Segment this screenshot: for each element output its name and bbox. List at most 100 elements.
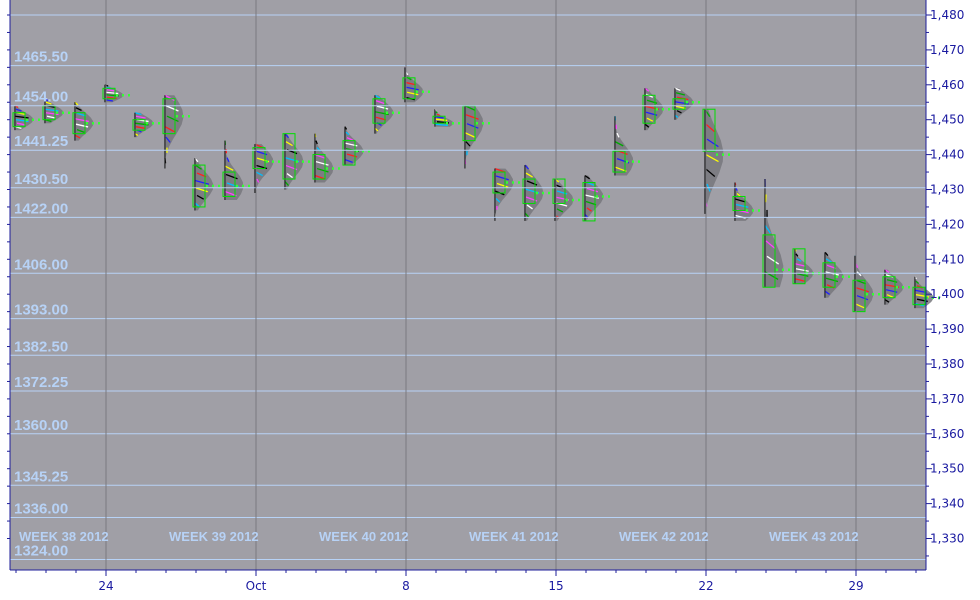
tpo-stroke [736, 192, 741, 197]
value-area-box [672, 98, 686, 110]
session-profile [432, 108, 460, 127]
profile-distribution [764, 179, 784, 288]
tpo-stroke [45, 101, 52, 105]
tpo-stroke [464, 132, 475, 138]
tpo-stroke [585, 200, 597, 206]
session-profile [852, 255, 880, 313]
tpo-stroke [525, 172, 533, 178]
week-label: WEEK 43 2012 [769, 529, 859, 544]
x-tick-label: 15 [548, 579, 563, 593]
value-area-box [312, 154, 326, 180]
value-area-box [102, 87, 116, 100]
value-area-box [132, 119, 146, 131]
value-area-box [372, 98, 386, 124]
tpo-stroke [106, 89, 116, 92]
tpo-stroke [315, 160, 329, 166]
tpo-stroke [434, 116, 444, 119]
tpo-stroke [884, 269, 890, 273]
price-level-label: 1345.25 [14, 468, 68, 485]
price-level-label: 1324.00 [14, 542, 68, 559]
tpo-stroke [825, 258, 832, 263]
session-profile [12, 105, 40, 131]
y-tick-label: 1,450 [930, 113, 964, 127]
tpo-stroke [676, 110, 682, 114]
price-level-label: 1393.00 [14, 302, 68, 319]
y-tick-label: 1,360 [930, 427, 964, 441]
tpo-stroke [44, 98, 49, 102]
y-tick-label: 1,480 [930, 8, 964, 22]
tpo-stroke [586, 207, 592, 212]
week-label: WEEK 39 2012 [169, 529, 259, 544]
week-label: WEEK 38 2012 [19, 529, 109, 544]
tpo-stroke [404, 81, 416, 86]
value-area-box [642, 94, 656, 124]
x-tick-label: 29 [848, 579, 863, 593]
profile-distribution [74, 102, 94, 141]
session-profile [492, 167, 520, 221]
tpo-stroke [195, 165, 202, 170]
tpo-stroke [524, 164, 530, 170]
value-area-box [492, 171, 506, 194]
frame-layer [7, 0, 927, 571]
session-profile [642, 87, 670, 131]
price-level-label: 1465.50 [14, 49, 68, 66]
tpo-stroke [225, 173, 238, 180]
tpo-stroke [825, 277, 839, 283]
session-profile [132, 112, 160, 138]
x-tick-label: 24 [98, 579, 113, 593]
tpo-stroke [46, 115, 56, 119]
tpo-stroke [196, 194, 205, 200]
tpo-stroke [166, 115, 179, 123]
price-levels-layer: 1465.50 1454.00 1441.25 1430.50 1422.00 1406.… [10, 14, 926, 560]
tpo-stroke [705, 123, 715, 133]
tpo-stroke [195, 187, 209, 193]
tpo-stroke [674, 87, 681, 92]
week-labels-layer: WEEK 38 2012 WEEK 39 2012 WEEK 40 2012 WEEK… [19, 529, 859, 544]
y-tick-label: 1,410 [930, 252, 964, 266]
tpo-stroke [855, 287, 869, 293]
tpo-stroke [765, 240, 776, 250]
tpo-stroke [704, 153, 719, 163]
tpo-stroke [796, 258, 802, 262]
tpo-stroke [524, 212, 530, 218]
tpo-stroke [226, 157, 230, 163]
tpo-stroke [374, 111, 389, 116]
tpo-stroke [285, 141, 293, 147]
value-area-box [282, 133, 296, 180]
tpo-stroke [466, 123, 479, 129]
tpo-stroke [374, 94, 381, 99]
session-profile [882, 269, 910, 305]
price-level-label: 1406.00 [14, 256, 68, 273]
value-area-box [162, 98, 176, 135]
profile-distribution [824, 252, 844, 298]
tpo-stroke [15, 119, 29, 123]
session-profile [732, 182, 760, 221]
tpo-stroke [44, 108, 59, 112]
day-dividers-layer [105, 0, 857, 570]
session-profile [822, 251, 850, 298]
value-area-box [12, 112, 26, 128]
tpo-stroke [316, 167, 329, 173]
value-area-box [432, 115, 446, 124]
profile-distribution [344, 126, 364, 166]
price-level-label: 1422.00 [14, 200, 68, 217]
tpo-stroke [435, 111, 438, 114]
tpo-stroke [134, 133, 139, 136]
session-profile [252, 143, 280, 193]
y-tick-label: 1,330 [930, 532, 964, 546]
tpo-stroke [284, 181, 290, 186]
tpo-stroke [284, 133, 290, 139]
tpo-stroke [646, 117, 654, 122]
y-tick-label: 1,470 [930, 43, 964, 57]
plot-area [10, 0, 926, 570]
session-profile [462, 105, 490, 169]
tpo-stroke [794, 263, 806, 267]
value-area-box [342, 140, 356, 166]
tpo-stroke [854, 303, 865, 309]
profile-distribution [854, 255, 874, 312]
tpo-stroke [464, 105, 476, 111]
tpo-stroke [794, 278, 805, 282]
session-profile [192, 157, 220, 211]
tpo-stroke [675, 105, 686, 110]
value-area-box [72, 112, 86, 135]
